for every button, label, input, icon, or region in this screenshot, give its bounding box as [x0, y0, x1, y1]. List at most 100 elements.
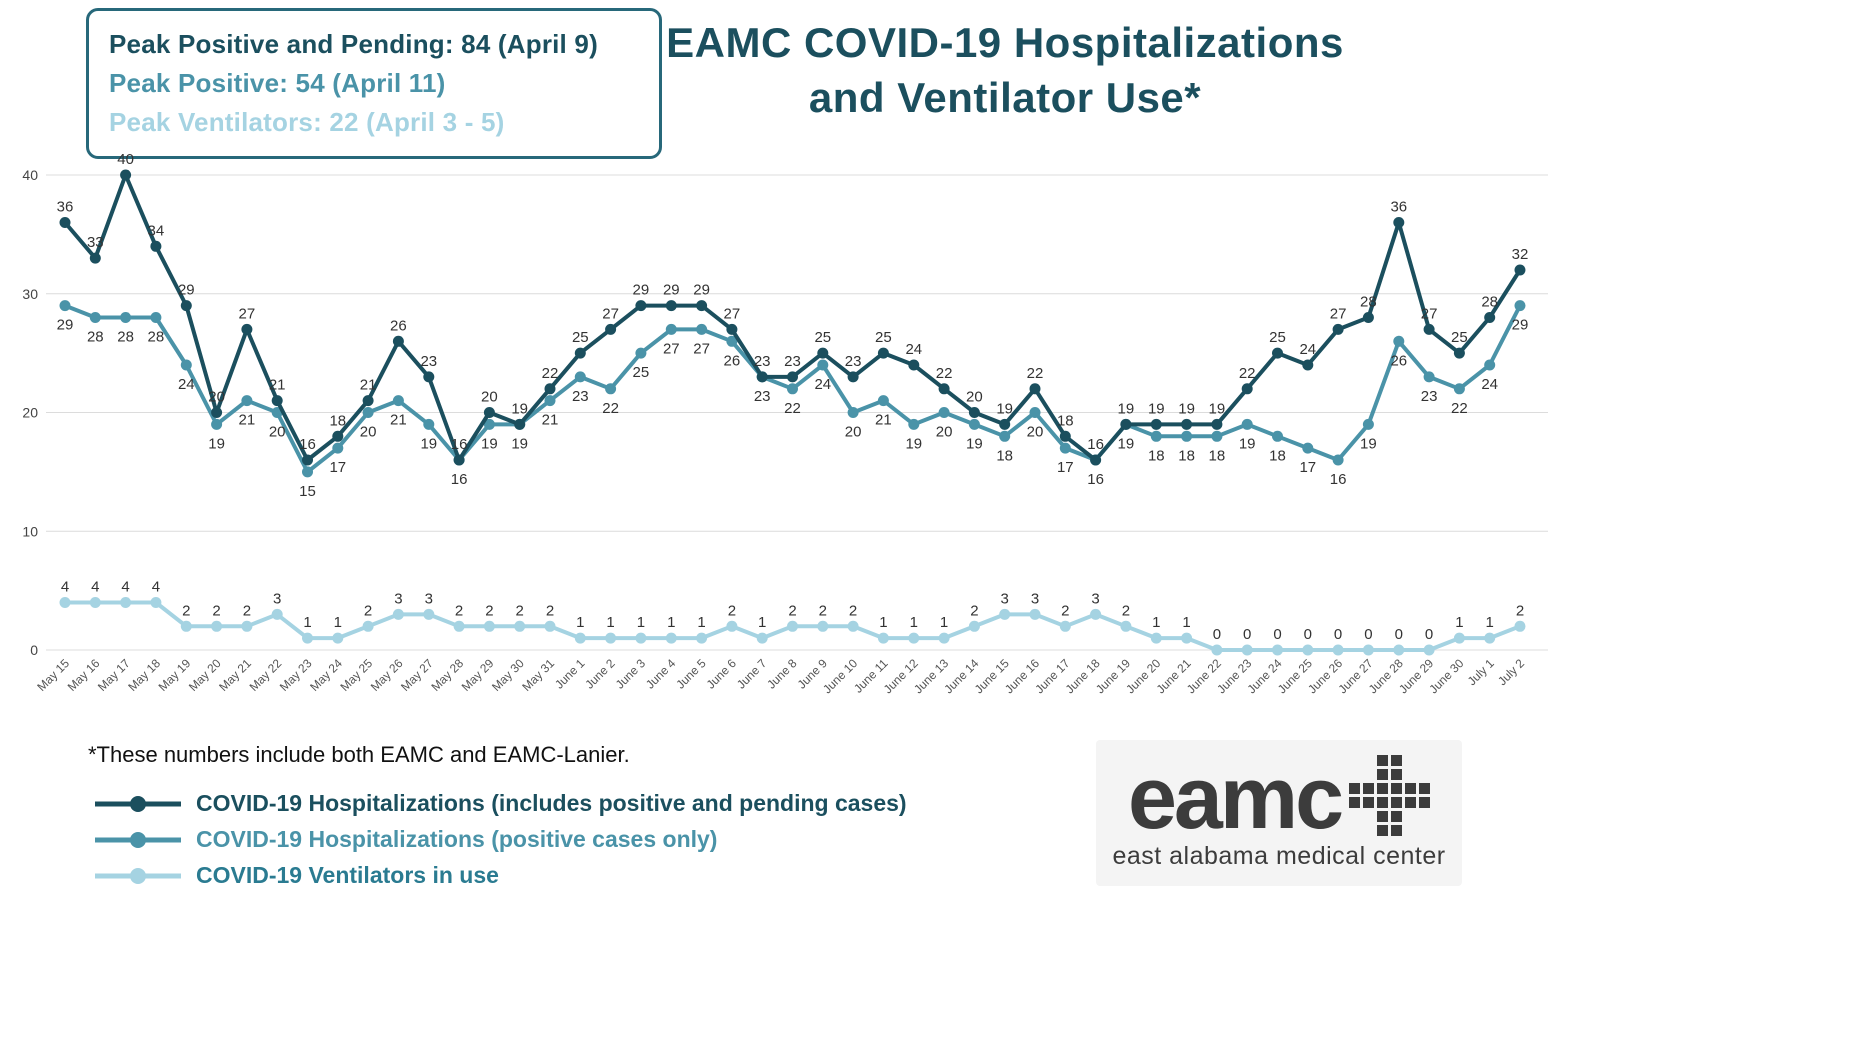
eamc-logo: eamc east alabama medical center	[1096, 740, 1462, 886]
data-point-label: 20	[845, 424, 862, 441]
data-point-label: 17	[1057, 459, 1074, 476]
data-point-label: 4	[152, 579, 160, 596]
data-point-label: 29	[663, 282, 680, 299]
data-point	[574, 371, 586, 383]
data-point	[1302, 644, 1314, 656]
data-point	[908, 632, 920, 644]
data-point-label: 1	[1486, 614, 1494, 631]
data-point	[1059, 620, 1071, 632]
data-point-label: 21	[542, 412, 559, 429]
data-point-label: 1	[910, 614, 918, 631]
data-point	[1514, 620, 1526, 632]
data-point	[877, 347, 889, 359]
x-axis-tick-label: June 2	[582, 656, 618, 692]
data-point-label: 19	[1118, 400, 1135, 417]
data-point	[1423, 371, 1435, 383]
data-point-label: 33	[87, 234, 104, 251]
data-point	[59, 597, 71, 608]
data-point	[635, 300, 647, 312]
data-point-label: 1	[1152, 614, 1160, 631]
data-point	[817, 620, 829, 632]
data-point-label: 19	[208, 435, 225, 452]
data-point-label: 19	[1360, 435, 1377, 452]
legend-line-icon	[95, 795, 181, 812]
data-point-label: 28	[87, 329, 104, 346]
y-axis-tick-label: 0	[30, 642, 38, 658]
eamc-plus-icon	[1349, 755, 1431, 836]
legend-item: COVID-19 Hospitalizations (includes posi…	[95, 790, 907, 817]
data-point	[180, 620, 192, 632]
x-axis-tick-label: May 31	[519, 656, 557, 694]
data-point-label: 4	[121, 579, 129, 596]
data-point	[696, 323, 708, 335]
data-point	[968, 407, 980, 418]
x-axis-tick-label: May 30	[489, 656, 527, 694]
data-point-label: 2	[485, 602, 493, 619]
data-point-label: 24	[1481, 376, 1498, 393]
data-point-label: 3	[1091, 590, 1099, 607]
data-point-label: 29	[693, 282, 710, 299]
data-point-label: 18	[1209, 447, 1226, 464]
data-point	[150, 240, 162, 252]
data-point	[89, 252, 101, 264]
data-point	[332, 442, 344, 454]
data-point-label: 19	[1148, 400, 1165, 417]
data-point	[150, 312, 162, 323]
data-point	[211, 418, 223, 430]
data-point	[817, 347, 829, 359]
data-point	[605, 632, 617, 644]
data-point	[1514, 300, 1526, 312]
data-point-label: 24	[178, 376, 195, 393]
x-axis-tick-label: June 30	[1426, 656, 1466, 696]
data-point-label: 2	[364, 602, 372, 619]
x-axis-tick-label: May 23	[277, 656, 315, 694]
data-point	[1029, 608, 1041, 620]
data-point-label: 4	[61, 579, 69, 596]
data-point-label: 0	[1334, 626, 1342, 643]
data-point-label: 28	[148, 329, 165, 346]
data-point	[817, 359, 829, 371]
data-point-label: 32	[1512, 246, 1529, 263]
data-point	[362, 620, 374, 632]
data-point-label: 1	[637, 614, 645, 631]
data-point-label: 21	[360, 377, 377, 394]
data-point	[605, 383, 617, 395]
eamc-logo-row: eamc	[1128, 754, 1431, 842]
data-point-label: 23	[784, 353, 801, 370]
data-point	[999, 430, 1011, 442]
data-point	[423, 608, 435, 620]
data-point	[453, 620, 465, 632]
chart-title-line1: EAMC COVID-19 Hospitalizations	[666, 19, 1344, 66]
x-axis-tick-label: May 17	[95, 656, 133, 694]
data-point-label: 18	[996, 447, 1013, 464]
x-axis-tick-label: May 19	[156, 656, 194, 694]
data-point-label: 0	[1364, 626, 1372, 643]
data-point	[1484, 312, 1496, 323]
data-point-label: 23	[754, 353, 771, 370]
data-point-label: 2	[819, 602, 827, 619]
data-point-label: 16	[299, 436, 316, 453]
data-point-label: 18	[1148, 447, 1165, 464]
data-point	[1181, 418, 1193, 430]
data-point-label: 18	[1057, 412, 1074, 429]
peak-ventilators-text: Peak Ventilators: 22 (April 3 - 5)	[109, 107, 505, 137]
data-point-label: 2	[455, 602, 463, 619]
data-point	[877, 395, 889, 407]
data-point-label: 19	[511, 400, 528, 417]
data-point-label: 24	[814, 376, 831, 393]
data-point-label: 21	[390, 412, 407, 429]
x-axis-tick-label: May 26	[368, 656, 406, 694]
data-point-label: 20	[936, 424, 953, 441]
data-point-label: 2	[970, 602, 978, 619]
data-point	[483, 620, 495, 632]
data-point	[1120, 620, 1132, 632]
data-point-label: 22	[1239, 365, 1256, 382]
data-point-label: 40	[117, 151, 134, 168]
data-point-label: 1	[303, 614, 311, 631]
data-point	[1484, 359, 1496, 371]
data-point-label: 19	[996, 400, 1013, 417]
data-point-label: 25	[572, 329, 589, 346]
x-axis-tick-label: May 27	[398, 656, 436, 694]
data-point	[1302, 442, 1314, 454]
data-point	[665, 323, 677, 335]
